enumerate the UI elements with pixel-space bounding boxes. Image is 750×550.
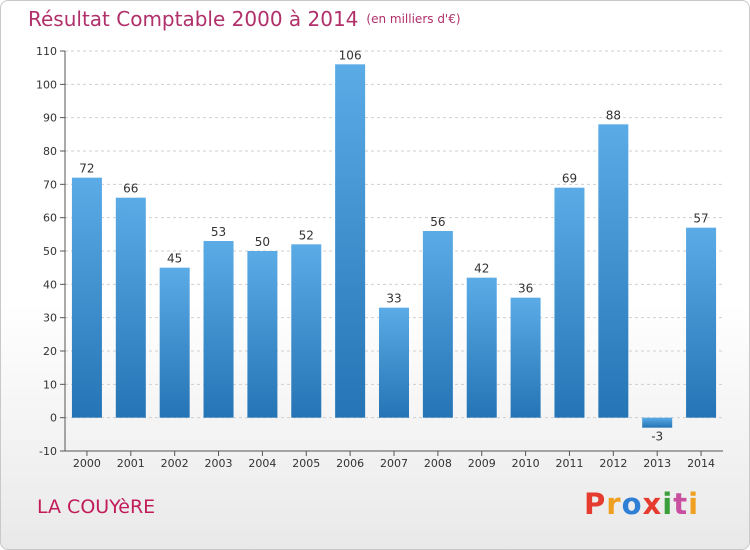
data-label: 69 bbox=[562, 172, 577, 186]
logo-letter: i bbox=[688, 487, 700, 521]
logo-letter: o bbox=[621, 487, 643, 521]
data-label: 106 bbox=[339, 48, 362, 62]
y-tick-label: 10 bbox=[43, 378, 57, 391]
chart-title: Résultat Comptable 2000 à 2014 (en millie… bbox=[28, 7, 461, 31]
x-tick-label: 2003 bbox=[205, 457, 233, 470]
x-tick-label: 2007 bbox=[380, 457, 408, 470]
x-tick-label: 2005 bbox=[292, 457, 320, 470]
y-tick-label: 90 bbox=[43, 112, 57, 125]
data-label: 72 bbox=[79, 162, 94, 176]
bar-2000 bbox=[71, 177, 102, 418]
y-axis: -10 0 10 20 30 40 50 60 70 80 90 100 110 bbox=[36, 45, 66, 458]
x-tick-label: 2000 bbox=[73, 457, 101, 470]
bar-2005 bbox=[291, 244, 322, 418]
bar-2013 bbox=[642, 417, 673, 428]
x-tick-label: 2013 bbox=[643, 457, 671, 470]
data-label: 33 bbox=[386, 292, 401, 306]
y-tick-label: 40 bbox=[43, 278, 57, 291]
data-label: -3 bbox=[651, 430, 663, 444]
bar-2012 bbox=[598, 124, 629, 418]
y-tick-label: 60 bbox=[43, 212, 57, 225]
x-tick-label: 2012 bbox=[599, 457, 627, 470]
data-label: 53 bbox=[211, 225, 226, 239]
bar-2009 bbox=[466, 277, 497, 418]
y-tick-label: -10 bbox=[39, 445, 57, 458]
bars bbox=[71, 64, 717, 428]
data-label: 66 bbox=[123, 182, 138, 196]
y-tick-label: 20 bbox=[43, 345, 57, 358]
x-tick-label: 2010 bbox=[512, 457, 540, 470]
data-label: 45 bbox=[167, 252, 182, 266]
x-axis: 2000 2001 2002 2003 2004 2005 2006 2007 2008 2009… bbox=[65, 450, 723, 470]
data-label: 57 bbox=[693, 212, 708, 226]
x-tick-label: 2006 bbox=[336, 457, 364, 470]
bar-2014 bbox=[686, 227, 717, 418]
data-label: 50 bbox=[255, 235, 270, 249]
logo-letter: x bbox=[642, 487, 663, 521]
logo-letter: t bbox=[673, 487, 689, 521]
logo-letter: i bbox=[662, 487, 674, 521]
data-label: 88 bbox=[606, 108, 621, 122]
x-tick-label: 2001 bbox=[117, 457, 145, 470]
data-label: 52 bbox=[299, 228, 314, 242]
bar-chart: 72 66 45 53 50 52 106 33 56 42 36 69 88 -3 57 -10 0 10 20… bbox=[36, 45, 723, 470]
y-tick-label: 30 bbox=[43, 312, 57, 325]
data-label: 56 bbox=[430, 215, 445, 229]
logo-letter: P bbox=[584, 487, 607, 521]
bar-2001 bbox=[115, 197, 146, 418]
x-tick-label: 2009 bbox=[468, 457, 496, 470]
y-tick-label: 100 bbox=[36, 78, 57, 91]
data-label: 42 bbox=[474, 262, 489, 276]
y-tick-label: 0 bbox=[50, 412, 57, 425]
chart-unit: (en milliers d'€) bbox=[366, 12, 461, 26]
bar-2007 bbox=[379, 307, 409, 418]
data-labels: 72 66 45 53 50 52 106 33 56 42 36 69 88 -3 57 bbox=[79, 48, 708, 443]
bar-2011 bbox=[554, 187, 585, 418]
commune-name: LA COUYèRE bbox=[37, 496, 156, 518]
proxiti-logo: Proxiti bbox=[584, 487, 699, 521]
bar-2002 bbox=[159, 267, 190, 418]
y-tick-label: 80 bbox=[43, 145, 57, 158]
y-tick-label: 50 bbox=[43, 245, 57, 258]
x-tick-label: 2011 bbox=[555, 457, 583, 470]
y-tick-label: 110 bbox=[36, 45, 57, 58]
bar-2003 bbox=[203, 241, 234, 418]
chart-title-text: Résultat Comptable 2000 à 2014 bbox=[28, 7, 359, 31]
data-label: 36 bbox=[518, 282, 533, 296]
x-tick-label: 2004 bbox=[248, 457, 276, 470]
x-tick-label: 2008 bbox=[424, 457, 452, 470]
x-tick-label: 2002 bbox=[161, 457, 189, 470]
bar-2006 bbox=[335, 64, 366, 418]
bar-2008 bbox=[422, 231, 453, 418]
bar-2010 bbox=[510, 297, 541, 418]
x-tick-label: 2014 bbox=[687, 457, 715, 470]
bar-2004 bbox=[247, 251, 278, 418]
logo-letter: r bbox=[606, 487, 622, 521]
y-tick-label: 70 bbox=[43, 178, 57, 191]
